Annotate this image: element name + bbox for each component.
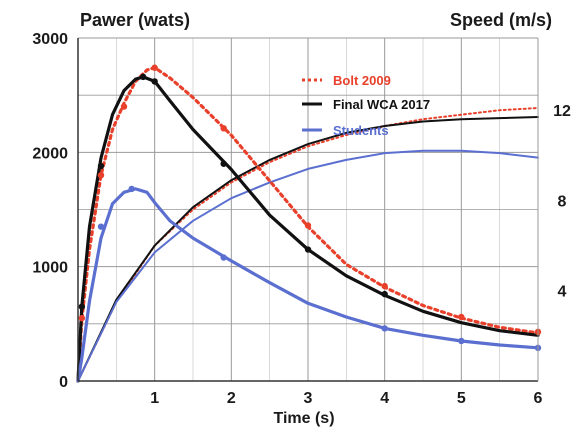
series-marker-students [458, 337, 465, 345]
series-marker-bolt-2009 [220, 125, 227, 132]
legend: Bolt 2009 Final WCA 2017 Students [302, 73, 430, 138]
series-marker-final-wca-2017 [78, 303, 86, 310]
y-right-tick-label: 12 [553, 103, 571, 120]
legend-label-bolt: Bolt 2009 [333, 73, 391, 88]
x-tick-label: 1 [150, 390, 159, 407]
series-marker-students [381, 325, 388, 332]
series-marker-final-wca-2017 [97, 162, 105, 170]
series-marker-students [97, 223, 105, 230]
series-markers [78, 64, 542, 352]
series-marker-bolt-2009 [458, 313, 465, 321]
x-axis-title: Time (s) [273, 410, 334, 427]
series-marker-bolt-2009 [78, 314, 86, 322]
series-line-final-wca-2017-speed [77, 116, 539, 382]
y-left-tick-label: 1000 [32, 260, 68, 277]
legend-label-students: Students [333, 123, 389, 138]
series-marker-bolt-2009 [120, 103, 128, 110]
x-tick-label: 3 [304, 390, 313, 407]
series-marker-final-wca-2017 [151, 78, 158, 85]
series-marker-bolt-2009 [151, 64, 158, 71]
legend-label-wca: Final WCA 2017 [333, 97, 430, 112]
series-line-students-speed [77, 149, 539, 382]
x-tick-label: 4 [380, 390, 389, 407]
series-marker-final-wca-2017 [381, 290, 388, 298]
series-marker-final-wca-2017 [139, 73, 147, 81]
y-right-tick-label: 4 [558, 284, 567, 301]
series-line-students [76, 187, 540, 383]
series-marker-students [220, 254, 227, 261]
x-tick-label: 2 [227, 390, 236, 407]
series-marker-final-wca-2017 [304, 246, 312, 253]
y-right-tick-label: 8 [558, 193, 567, 210]
axes [77, 38, 539, 382]
power-series-group [76, 66, 540, 383]
speed-series-group [77, 107, 539, 382]
series-marker-bolt-2009 [97, 172, 105, 179]
series-marker-bolt-2009 [304, 222, 312, 229]
y-left-tick-label: 2000 [32, 145, 68, 162]
grid-lines [78, 37, 539, 381]
right-axis-title: Speed (m/s) [450, 10, 552, 30]
left-axis-title: Pawer (wats) [80, 10, 190, 30]
series-line-final-wca-2017 [76, 75, 540, 383]
y-left-tick-label: 0 [59, 374, 68, 391]
series-marker-final-wca-2017 [220, 160, 227, 167]
x-tick-label: 5 [457, 390, 466, 407]
x-tick-label: 6 [534, 390, 543, 407]
series-line-bolt-2009 [76, 66, 540, 383]
y-left-tick-label: 3000 [32, 31, 68, 48]
series-marker-bolt-2009 [381, 282, 388, 290]
series-marker-students [128, 185, 135, 193]
